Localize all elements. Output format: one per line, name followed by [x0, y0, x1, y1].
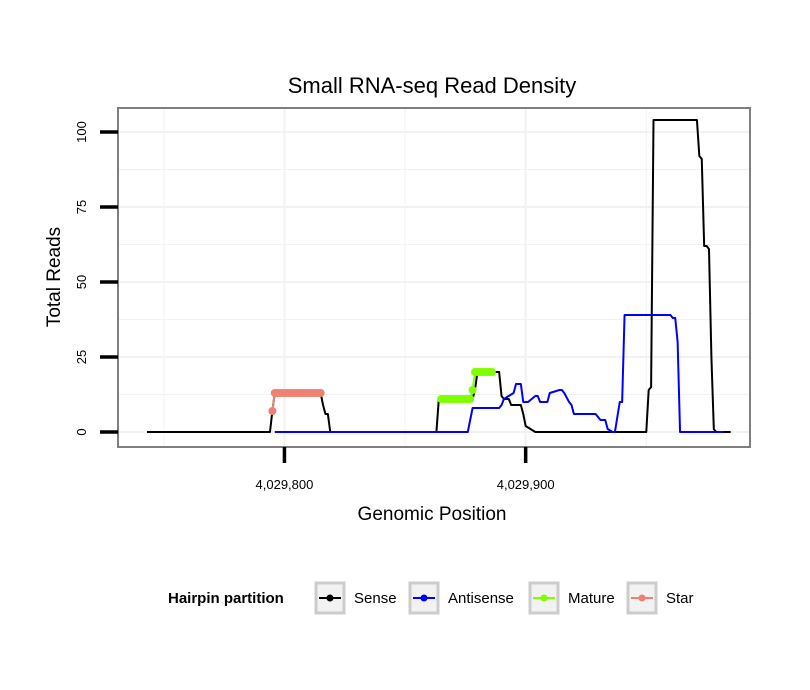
x-axis-title: Genomic Position [358, 504, 507, 525]
legend-title: Hairpin partition [168, 590, 284, 607]
legend-label: Antisense [448, 590, 514, 607]
legend-label: Sense [354, 590, 397, 607]
legend-key-point [638, 594, 646, 602]
plot-border [117, 107, 751, 448]
legend-label: Star [666, 590, 694, 607]
legend-label: Mature [568, 590, 615, 607]
x-axis: 4,029,800 4,029,900 [256, 447, 555, 492]
legend-item-antisense: Antisense [408, 581, 514, 615]
y-tick-label: 50 [74, 275, 89, 289]
series-layer [146, 119, 731, 433]
x-tick-label: 4,029,800 [256, 477, 314, 492]
legend-key-point [420, 594, 428, 602]
series-line-antisense [274, 314, 724, 433]
data-point-mature [468, 386, 477, 394]
legend-key-point [540, 594, 548, 602]
y-tick-label: 75 [74, 200, 89, 214]
data-point-star [268, 407, 277, 415]
legend-item-star: Star [626, 581, 694, 615]
legend-item-sense: Sense [314, 581, 397, 615]
legend-item-mature: Mature [528, 581, 615, 615]
y-tick-label: 0 [74, 428, 89, 435]
series-line-sense [146, 119, 731, 433]
legend: Hairpin partition Sense Antisense Mature St… [168, 581, 694, 615]
y-tick-label: 25 [74, 350, 89, 364]
x-tick-label: 4,029,900 [497, 477, 555, 492]
data-point-mature [487, 368, 496, 376]
chart-title: Small RNA-seq Read Density [288, 73, 577, 98]
y-tick-label: 100 [74, 121, 89, 143]
data-point-star [316, 389, 325, 397]
y-axis-title: Total Reads [44, 227, 65, 327]
plot-background [118, 108, 750, 447]
y-axis: 0 25 50 75 100 [74, 121, 118, 436]
legend-key-point [326, 594, 334, 602]
data-point-mature [466, 395, 475, 403]
